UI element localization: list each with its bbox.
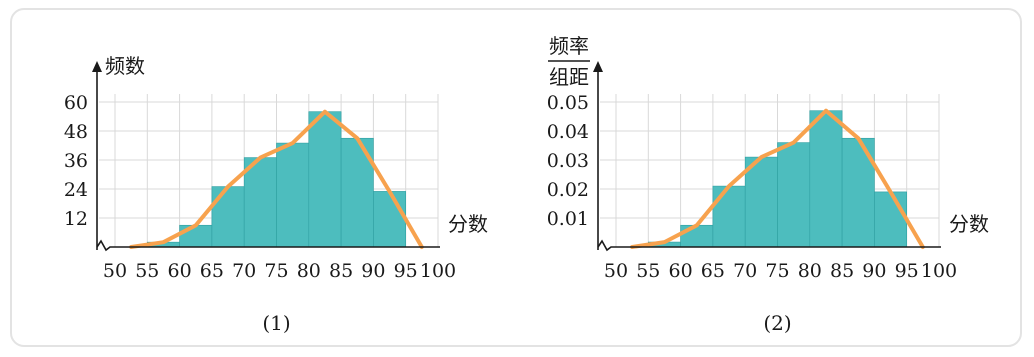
polygon-point-1 <box>663 240 666 244</box>
x-tick-label: 50 <box>103 260 127 282</box>
x-tick-label: 55 <box>135 260 159 282</box>
frequency-polygon <box>630 108 925 249</box>
x-tick-label: 90 <box>361 260 385 282</box>
y-tick-label: 0.02 <box>547 179 589 201</box>
polygon-point-4 <box>759 155 763 159</box>
histogram-bar-90-95 <box>373 191 406 248</box>
x-tick-label: 100 <box>420 260 456 282</box>
y-tick-label: 24 <box>64 179 88 201</box>
y-tick-label: 36 <box>64 150 88 172</box>
polygon-point-1 <box>162 240 165 244</box>
histogram-bar-60-65 <box>680 224 714 248</box>
x-tick-label: 70 <box>232 260 256 282</box>
y-tick-label: 0.04 <box>547 121 589 143</box>
histogram-bar-80-85 <box>809 110 843 248</box>
polygon-point-3 <box>226 185 230 188</box>
y-tick-label: 0.01 <box>547 208 589 230</box>
y-tick-label: 60 <box>64 92 88 114</box>
histogram-bar-70-75 <box>744 156 778 248</box>
polygon-point-8 <box>889 190 892 194</box>
polygon-point-2 <box>194 223 198 227</box>
x-axis <box>597 239 941 252</box>
x-tick-label: 75 <box>264 260 288 282</box>
x-tick-label: 90 <box>862 260 886 282</box>
y-axis-arrow <box>593 61 603 72</box>
bars <box>647 110 908 248</box>
polygon-point-4 <box>258 156 262 159</box>
y-axis-title-denominator: 组距 <box>549 65 589 89</box>
y-axis-title-numerator: 频率 <box>549 34 589 58</box>
polygon-point-6 <box>323 110 327 114</box>
x-tick-label: 60 <box>168 260 192 282</box>
chart-caption: (2) <box>763 311 791 335</box>
x-tick-label: 60 <box>669 260 693 282</box>
x-axis-title: 分数 <box>949 212 989 236</box>
polygon-point-7 <box>856 136 860 140</box>
polygon-point-3 <box>727 184 731 188</box>
y-axis-title: 频数 <box>105 54 145 78</box>
x-tick-label: 70 <box>733 260 757 282</box>
bars <box>147 111 406 248</box>
y-tick-label: 0.05 <box>547 92 589 114</box>
x-tick-label: 95 <box>895 260 919 282</box>
x-tick-label: 100 <box>921 260 957 282</box>
x-tick-label: 85 <box>329 260 353 282</box>
polygon-point-2 <box>695 223 699 227</box>
chart-relative-frequency-histogram: 0.01 0.02 0.03 0.04 0.05 50 55 60 65 70 75 80 85 90 95… <box>547 34 989 335</box>
histogram-bar-60-65 <box>179 224 213 248</box>
x-axis-title: 分数 <box>448 212 488 236</box>
polygon-point-5 <box>792 141 796 145</box>
histogram-bar-75-80 <box>777 142 811 248</box>
x-tick-label: 80 <box>297 260 321 282</box>
histogram-bar-65-70 <box>211 186 245 248</box>
x-tick-label: 95 <box>394 260 418 282</box>
histogram-bar-80-85 <box>308 111 342 248</box>
histogram-bar-90-95 <box>874 191 908 248</box>
polygon-point-5 <box>291 141 295 145</box>
x-tick-label: 50 <box>604 260 628 282</box>
polygon-point-8 <box>388 190 391 193</box>
chart-frequency-histogram: 12 24 36 48 60 50 55 60 65 70 75 80 85 90 95 100 分数 频数 (1) <box>64 54 488 335</box>
histogram-bar-75-80 <box>276 142 310 248</box>
chart-caption: (1) <box>262 311 290 335</box>
x-tick-label: 80 <box>798 260 822 282</box>
x-tick-label: 55 <box>636 260 660 282</box>
y-tick-label: 0.03 <box>547 150 589 172</box>
x-tick-label: 85 <box>830 260 854 282</box>
histogram-bar-65-70 <box>712 185 746 248</box>
frequency-polygon <box>129 109 424 249</box>
x-axis <box>96 239 440 252</box>
x-tick-label: 65 <box>701 260 725 282</box>
y-tick-label: 12 <box>64 208 88 230</box>
y-axis-arrow <box>92 61 102 72</box>
x-tick-label: 75 <box>765 260 789 282</box>
polygon-point-6 <box>824 109 828 113</box>
x-tick-label: 65 <box>200 260 224 282</box>
polygon-point-7 <box>355 136 359 140</box>
histogram-bar-70-75 <box>243 157 277 248</box>
y-tick-label: 48 <box>64 121 88 143</box>
